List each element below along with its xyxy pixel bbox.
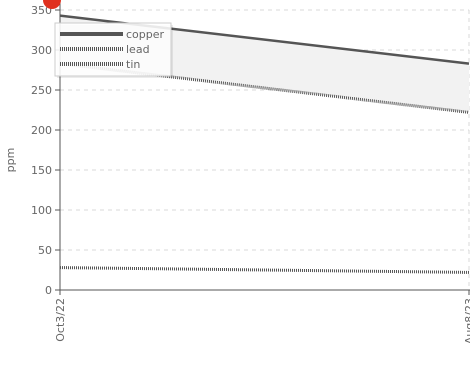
y-tick-label: 50	[38, 244, 52, 257]
x-axis-ticks: Oct3/22 Aug8/23	[54, 290, 470, 344]
y-tick-label: 200	[31, 124, 52, 137]
series-line-tin[interactable]	[60, 266, 470, 274]
status-marker-icon	[43, 0, 61, 9]
y-tick-label: 250	[31, 84, 52, 97]
legend-label-copper: copper	[126, 28, 165, 41]
x-tick-label: Aug8/23	[463, 298, 470, 344]
y-axis-label: ppm	[4, 148, 17, 173]
y-tick-label: 150	[31, 164, 52, 177]
legend-label-lead: lead	[126, 43, 150, 56]
y-tick-label: 100	[31, 204, 52, 217]
y-tick-label: 300	[31, 44, 52, 57]
x-tick-label: Oct3/22	[54, 298, 67, 342]
y-tick-label: 0	[45, 284, 52, 297]
legend[interactable]: copper lead tin	[54, 22, 173, 78]
legend-label-tin: tin	[126, 58, 140, 71]
